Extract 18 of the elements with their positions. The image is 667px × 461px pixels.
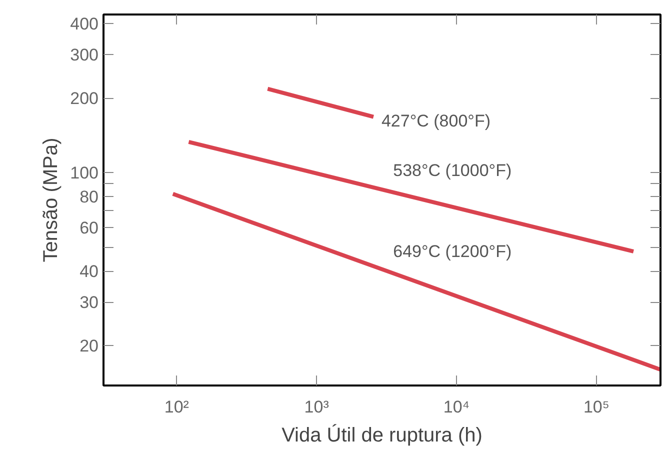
y-tick-label: 40: [80, 262, 99, 282]
series-label: 427°C (800°F): [381, 111, 490, 130]
y-tick-label: 400: [70, 14, 99, 34]
y-tick-label: 100: [70, 164, 99, 183]
x-tick-label: 10²: [164, 398, 190, 416]
series-label: 649°C (1200°F): [393, 242, 512, 261]
x-tick-label: 10⁵: [583, 398, 610, 416]
y-tick-label: 80: [80, 188, 99, 207]
x-tick-label: 10³: [304, 398, 330, 416]
x-tick-label: 10⁴: [443, 398, 470, 416]
y-tick-label: 300: [70, 45, 99, 64]
y-tick-label: 20: [80, 336, 99, 356]
y-axis-title: Tensão (MPa): [40, 138, 62, 262]
x-axis-title: Vida Útil de ruptura (h): [282, 424, 482, 446]
y-tick-label: 200: [70, 89, 99, 108]
series-label: 538°C (1000°F): [393, 160, 512, 180]
y-tick-label: 60: [80, 218, 99, 238]
y-tick-label: 30: [80, 293, 99, 312]
